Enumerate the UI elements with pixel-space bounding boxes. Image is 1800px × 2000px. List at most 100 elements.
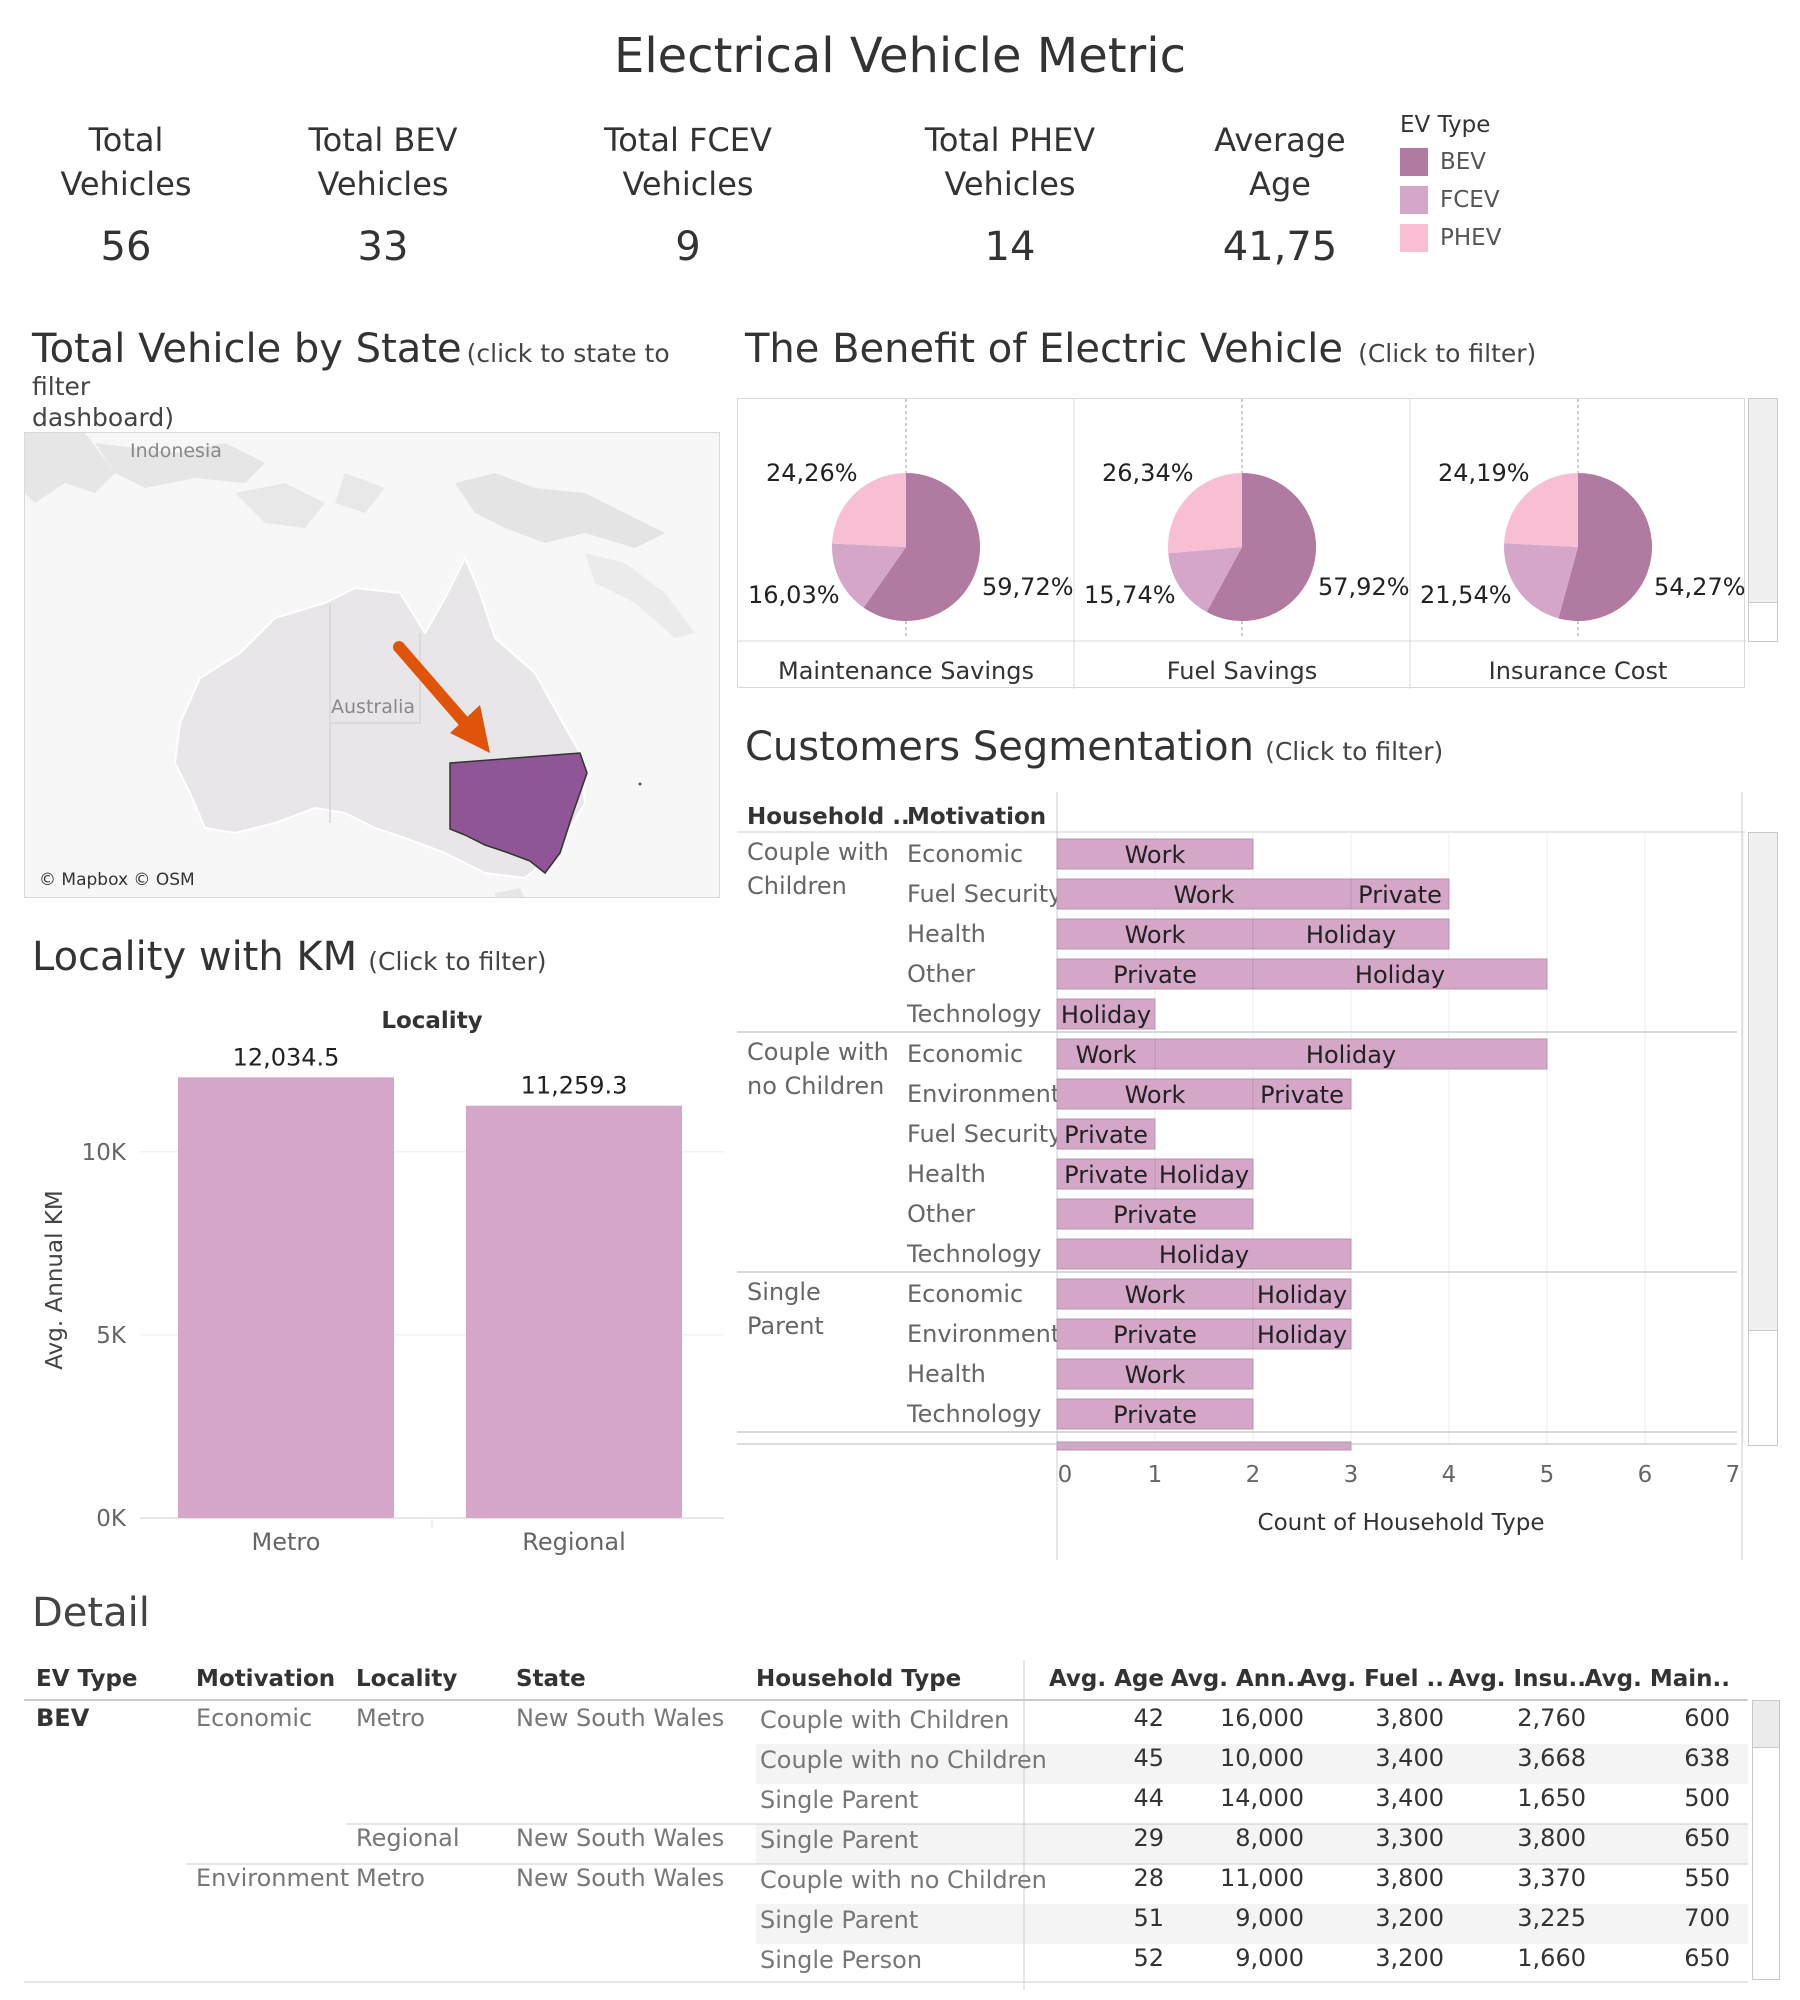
segment-bar-holiday[interactable] <box>1252 1278 1352 1310</box>
segment-bar-work[interactable] <box>1056 1278 1254 1310</box>
segment-bar-holiday[interactable] <box>1252 958 1548 990</box>
locality-header: Locality with KM (Click to filter) <box>32 934 722 980</box>
x-axis-title: Count of Household Type <box>1258 1510 1545 1536</box>
cell-number: 3,800 <box>1517 1824 1586 1852</box>
arrow-icon <box>450 705 490 753</box>
segment-bar-holiday[interactable] <box>1252 1318 1352 1350</box>
map-svg[interactable]: Indonesia Australia © Mapbox © OSM <box>25 433 720 898</box>
segment-label: Private <box>1260 1081 1344 1109</box>
segment-bar-private[interactable] <box>1056 1318 1254 1350</box>
pie-maintenance-savings[interactable]: 24,26% 16,03% 59,72% Maintenance Savings <box>748 399 1074 685</box>
benefit-panel[interactable]: 24,26% 16,03% 59,72% Maintenance Savings 26,… <box>737 398 1746 689</box>
map-subtitle-line2: dashboard) <box>32 403 175 432</box>
legend-label: FCEV <box>1440 187 1500 213</box>
kpi-value: 14 <box>984 224 1036 270</box>
segment-bar-holiday[interactable] <box>1154 1158 1254 1190</box>
segment-label: Private <box>1064 1161 1148 1189</box>
cell-number: 500 <box>1684 1784 1730 1812</box>
bar-regional[interactable] <box>466 1105 682 1518</box>
locality-subtitle: (Click to filter) <box>368 947 547 976</box>
motivation-label: Health <box>907 920 986 948</box>
pie-slice-bev[interactable] <box>1206 473 1316 621</box>
table-row[interactable]: Environment Metro New South Wales Couple wi… <box>196 1864 1730 1894</box>
pie-caption: Insurance Cost <box>1489 657 1668 685</box>
state-map[interactable]: Indonesia Australia © Mapbox © OSM <box>24 432 720 898</box>
table-row[interactable]: Couple with no Children 45 10,000 3,400 3,66… <box>760 1744 1730 1774</box>
cell-state: New South Wales <box>516 1864 724 1892</box>
pie-label-fcev: 16,03% <box>748 581 840 609</box>
detail-table[interactable]: EV Type Motivation Locality State Household … <box>24 1660 1748 1990</box>
segmentation-scroll-thumb[interactable] <box>1748 1330 1778 1446</box>
locality-chart[interactable]: Locality 0K 5K 10K 12,034.5 Metro 11,259.3 Regi… <box>24 1000 728 1560</box>
bar-metro[interactable] <box>178 1077 394 1518</box>
pie-slice-bev[interactable] <box>1558 473 1652 621</box>
household-label: Parent <box>747 1312 824 1340</box>
segment-bar-holiday[interactable] <box>1056 998 1156 1030</box>
cell-number: 1,660 <box>1517 1944 1586 1972</box>
pie-label-fcev: 21,54% <box>1420 581 1512 609</box>
table-row[interactable]: Regional New South Wales Single Parent 29 8,… <box>356 1824 1730 1854</box>
pie-slice-fcev[interactable] <box>1168 547 1242 613</box>
segmentation-scrollbar[interactable] <box>1748 832 1778 1332</box>
x-tick-label: 2 <box>1246 1462 1261 1488</box>
segment-bar-work[interactable] <box>1056 1038 1156 1070</box>
cell-number: 3,400 <box>1375 1784 1444 1812</box>
indonesia-label: Indonesia <box>130 440 222 462</box>
ev-type-legend[interactable]: EV Type BEV FCEV PHEV <box>1400 112 1501 252</box>
detail-table-svg[interactable]: EV Type Motivation Locality State Household … <box>24 1660 1748 1990</box>
segment-bar-work[interactable] <box>1056 1358 1254 1390</box>
segment-bar-private[interactable] <box>1056 1398 1254 1430</box>
table-header: Household Type <box>756 1666 961 1692</box>
segmentation-bar-chart[interactable]: Household ..Motivation Couple with Childre… <box>737 792 1745 1560</box>
locality-bar-chart[interactable]: Locality 0K 5K 10K 12,034.5 Metro 11,259.3 Regi… <box>24 1000 728 1560</box>
table-header: Avg. Fuel .. <box>1299 1666 1444 1692</box>
pie-fuel-savings[interactable]: 26,34% 15,74% 57,92% Fuel Savings <box>1084 399 1410 685</box>
segment-bar-private[interactable] <box>1056 1198 1254 1230</box>
pie-slice-fcev[interactable] <box>832 543 906 608</box>
cell-number: 9,000 <box>1235 1904 1304 1932</box>
segment-bar-private[interactable] <box>1056 1118 1156 1150</box>
legend-label: BEV <box>1440 149 1487 175</box>
benefit-subtitle: (Click to filter) <box>1358 339 1537 368</box>
pie-slice-fcev[interactable] <box>1504 543 1578 619</box>
table-row[interactable]: BEV Economic Metro New South Wales Couple wi… <box>36 1704 1730 1734</box>
segment-bar-private[interactable] <box>1350 878 1450 910</box>
kpi-value: 33 <box>357 224 409 270</box>
cell-number: 550 <box>1684 1864 1730 1892</box>
col-motivation-header: Motivation <box>907 804 1046 830</box>
segment-bar-private[interactable] <box>1252 1078 1352 1110</box>
segment-bar-work[interactable] <box>1056 1078 1254 1110</box>
table-row[interactable]: Single Person 52 9,000 3,200 1,660 650 <box>760 1944 1730 1974</box>
segment-bar-holiday[interactable] <box>1252 918 1450 950</box>
cell-number: 52 <box>1133 1944 1164 1972</box>
segment-bar-holiday[interactable] <box>1154 1038 1548 1070</box>
segment-bar-work[interactable] <box>1056 878 1352 910</box>
pie-slice-phev[interactable] <box>832 473 906 547</box>
benefit-scrollbar[interactable] <box>1748 398 1778 642</box>
segment-bar-partial[interactable] <box>1056 1441 1352 1451</box>
segmentation-chart[interactable]: Household .. Motivation Couple with Childre… <box>737 792 1745 1560</box>
kpi-value: 9 <box>675 224 701 270</box>
legend-swatch <box>1400 186 1428 214</box>
motivation-label: Health <box>907 1160 986 1188</box>
legend-item-phev[interactable]: PHEV <box>1400 224 1501 252</box>
table-row[interactable]: Single Parent 51 9,000 3,200 3,225 700 <box>760 1904 1730 1934</box>
segment-label: Holiday <box>1306 921 1396 949</box>
pie-slice-bev[interactable] <box>863 473 980 621</box>
segment-bar-holiday[interactable] <box>1056 1238 1352 1270</box>
legend-item-fcev[interactable]: FCEV <box>1400 186 1501 214</box>
legend-item-bev[interactable]: BEV <box>1400 148 1501 176</box>
benefit-pies[interactable]: 24,26% 16,03% 59,72% Maintenance Savings 26,… <box>738 399 1746 689</box>
segment-bar-work[interactable] <box>1056 838 1254 870</box>
table-row[interactable]: Single Parent 44 14,000 3,400 1,650 500 <box>760 1784 1730 1814</box>
kpi-label: Vehicles <box>317 165 449 203</box>
pie-insurance-cost[interactable]: 24,19% 21,54% 54,27% Insurance Cost <box>1420 399 1746 685</box>
pie-slice-phev[interactable] <box>1168 473 1242 554</box>
kpi-label: Vehicles <box>622 165 754 203</box>
kpi-card: Total Vehicles 56 <box>0 118 276 270</box>
benefit-scroll-thumb[interactable] <box>1748 602 1778 642</box>
detail-scroll-thumb[interactable] <box>1752 1700 1780 1748</box>
map-title: Total Vehicle by State <box>32 326 462 372</box>
segment-bar-work[interactable] <box>1056 918 1254 950</box>
pie-slice-phev[interactable] <box>1504 473 1578 547</box>
